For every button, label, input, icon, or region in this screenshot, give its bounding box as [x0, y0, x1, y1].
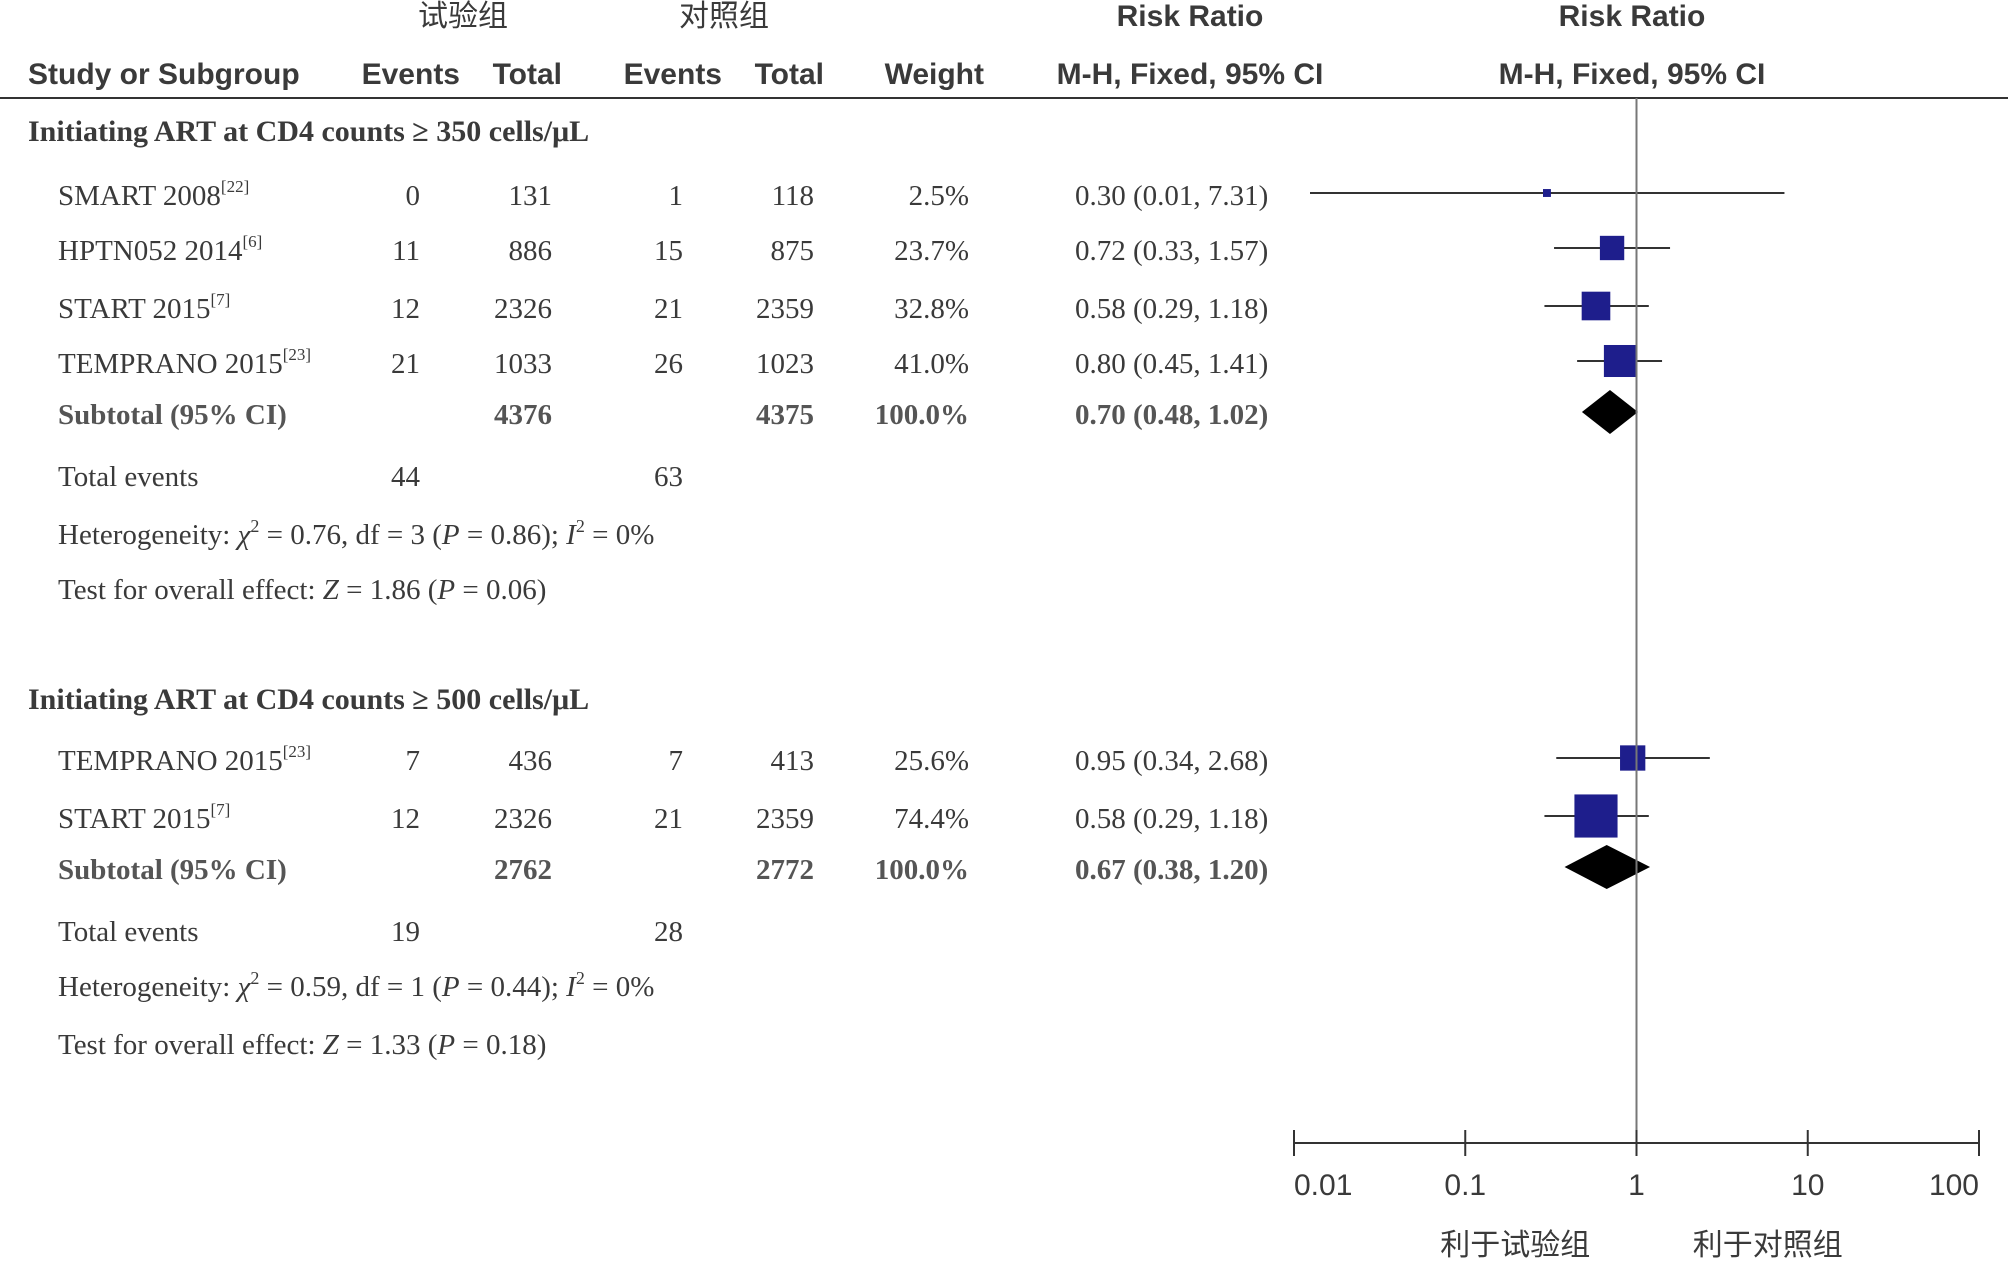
- table-header: 试验组 对照组 Risk Ratio Risk Ratio Study or S…: [28, 0, 1765, 91]
- subtotal-label: Subtotal (95% CI): [58, 399, 287, 431]
- ctrl-events-cell: 7: [669, 745, 684, 777]
- ctrl-total-cell: 875: [771, 235, 815, 267]
- exp-events-cell: 0: [406, 180, 421, 212]
- exp-events-column-header: Events: [362, 58, 460, 91]
- total-ctrl-events: 63: [654, 461, 683, 493]
- exp-total-cell: 886: [509, 235, 553, 267]
- exp-events-cell: 11: [392, 235, 420, 267]
- overall-effect-text: Test for overall effect: Z = 1.33 (P = 0…: [58, 1029, 546, 1061]
- study-name: START 2015[7]: [58, 800, 230, 835]
- ctrl-events-column-header: Events: [624, 58, 722, 91]
- x-axis: 0.01 0.1 1 10 100 利于试验组 利于对照组: [1293, 1130, 1980, 1262]
- x-tick-label: 100: [1929, 1169, 1979, 1202]
- subtotal-label: Subtotal (95% CI): [58, 854, 287, 886]
- ctrl-total-cell: 1023: [756, 348, 814, 380]
- favours-experimental-label: 利于试验组: [1440, 1229, 1590, 1259]
- risk-ratio-plot-title: Risk Ratio: [1559, 0, 1706, 33]
- x-tick-label: 10: [1791, 1169, 1824, 1202]
- subtotal-ctrl-total: 4375: [756, 399, 814, 431]
- effect-square: [1599, 235, 1625, 261]
- study-name: START 2015[7]: [58, 290, 230, 325]
- study-column-header: Study or Subgroup: [28, 58, 300, 91]
- control-group-header: 对照组: [679, 0, 769, 33]
- x-tick-label: 1: [1628, 1169, 1645, 1202]
- exp-events-cell: 12: [391, 803, 420, 835]
- ctrl-events-cell: 26: [654, 348, 683, 380]
- risk-ratio-ci-cell: 0.80 (0.45, 1.41): [1075, 348, 1268, 380]
- subtotal-ci: 0.70 (0.48, 1.02): [1075, 399, 1268, 431]
- table-body: Initiating ART at CD4 counts ≥ 350 cells…: [28, 115, 1268, 1061]
- plot-marks: [1310, 98, 1785, 1143]
- risk-ratio-ci-cell: 0.58 (0.29, 1.18): [1075, 293, 1268, 325]
- risk-ratio-method-header: M-H, Fixed, 95% CI: [1057, 58, 1324, 91]
- heterogeneity-text: Heterogeneity: χ2 = 0.59, df = 1 (P = 0.…: [58, 968, 654, 1003]
- risk-ratio-ci-cell: 0.72 (0.33, 1.57): [1075, 235, 1268, 267]
- exp-total-cell: 2326: [494, 803, 552, 835]
- total-events-label: Total events: [58, 916, 199, 948]
- overall-effect-text: Test for overall effect: Z = 1.86 (P = 0…: [58, 574, 546, 606]
- exp-events-cell: 12: [391, 293, 420, 325]
- study-name: SMART 2008[22]: [58, 177, 249, 212]
- ctrl-events-cell: 15: [654, 235, 683, 267]
- ctrl-total-cell: 413: [771, 745, 815, 777]
- risk-ratio-ci-cell: 0.30 (0.01, 7.31): [1075, 180, 1268, 212]
- favours-control-label: 利于对照组: [1693, 1229, 1843, 1259]
- x-tick-label: 0.01: [1294, 1169, 1352, 1202]
- subtotal-exp-total: 4376: [494, 399, 552, 431]
- weight-cell: 25.6%: [894, 745, 969, 777]
- subtotal-ci: 0.67 (0.38, 1.20): [1075, 854, 1268, 886]
- study-name: HPTN052 2014[6]: [58, 232, 262, 267]
- ctrl-total-column-header: Total: [755, 58, 824, 91]
- exp-events-cell: 21: [391, 348, 420, 380]
- exp-total-cell: 436: [509, 745, 553, 777]
- subtotal-exp-total: 2762: [494, 854, 552, 886]
- study-name: TEMPRANO 2015[23]: [58, 742, 311, 777]
- exp-total-cell: 131: [509, 180, 553, 212]
- effect-square: [1620, 745, 1646, 771]
- ctrl-total-cell: 2359: [756, 293, 814, 325]
- ctrl-events-cell: 21: [654, 803, 683, 835]
- study-name: TEMPRANO 2015[23]: [58, 345, 311, 380]
- effect-square: [1574, 794, 1618, 838]
- experimental-group-header: 试验组: [418, 0, 508, 33]
- subgroup-title: Initiating ART at CD4 counts ≥ 500 cells…: [28, 683, 589, 716]
- subgroup-title: Initiating ART at CD4 counts ≥ 350 cells…: [28, 115, 589, 148]
- plot-method-header: M-H, Fixed, 95% CI: [1499, 58, 1766, 91]
- subtotal-ctrl-total: 2772: [756, 854, 814, 886]
- ctrl-events-cell: 21: [654, 293, 683, 325]
- exp-total-cell: 1033: [494, 348, 552, 380]
- heterogeneity-text: Heterogeneity: χ2 = 0.76, df = 3 (P = 0.…: [58, 516, 654, 551]
- exp-total-cell: 2326: [494, 293, 552, 325]
- ctrl-events-cell: 1: [669, 180, 684, 212]
- weight-column-header: Weight: [885, 58, 984, 91]
- total-events-label: Total events: [58, 461, 199, 493]
- subtotal-weight: 100.0%: [875, 399, 969, 431]
- risk-ratio-ci-cell: 0.58 (0.29, 1.18): [1075, 803, 1268, 835]
- weight-cell: 23.7%: [894, 235, 969, 267]
- effect-square: [1543, 189, 1551, 197]
- effect-square: [1581, 291, 1611, 321]
- weight-cell: 41.0%: [894, 348, 969, 380]
- risk-ratio-column-title: Risk Ratio: [1117, 0, 1264, 33]
- total-exp-events: 44: [391, 461, 421, 493]
- x-tick-label: 0.1: [1444, 1169, 1486, 1202]
- subtotal-weight: 100.0%: [875, 854, 969, 886]
- weight-cell: 32.8%: [894, 293, 969, 325]
- weight-cell: 74.4%: [894, 803, 969, 835]
- total-ctrl-events: 28: [654, 916, 683, 948]
- total-exp-events: 19: [391, 916, 420, 948]
- exp-events-cell: 7: [406, 745, 421, 777]
- risk-ratio-ci-cell: 0.95 (0.34, 2.68): [1075, 745, 1268, 777]
- effect-square: [1603, 344, 1636, 378]
- subtotal-diamond: [1564, 845, 1651, 889]
- subtotal-diamond: [1581, 390, 1638, 434]
- ctrl-total-cell: 118: [772, 180, 814, 212]
- exp-total-column-header: Total: [493, 58, 562, 91]
- weight-cell: 2.5%: [909, 180, 969, 212]
- ctrl-total-cell: 2359: [756, 803, 814, 835]
